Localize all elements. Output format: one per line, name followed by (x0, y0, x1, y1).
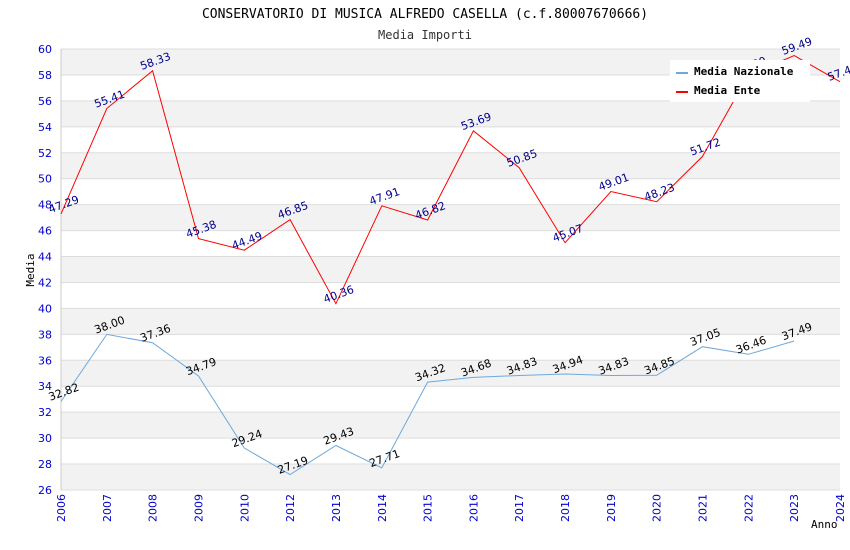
y-tick-label: 30 (38, 432, 52, 445)
series-line-media-ente (60, 55, 841, 305)
y-tick-label: 46 (38, 225, 52, 238)
grid-band (61, 100, 840, 127)
x-tick-label: 2019 (605, 494, 618, 522)
y-tick-label: 34 (38, 380, 52, 393)
x-tick-label: 2024 (834, 494, 847, 522)
chart-subtitle: Media Importi (378, 28, 472, 42)
grid-band (61, 412, 840, 439)
y-tick-label: 28 (38, 458, 52, 471)
y-tick-label: 52 (38, 147, 52, 160)
y-tick-label: 58 (38, 69, 52, 82)
x-tick-label: 2017 (513, 494, 526, 522)
series-lines (60, 55, 841, 476)
y-tick-label: 60 (38, 43, 52, 56)
y-tick-label: 26 (38, 484, 52, 497)
x-tick-label: 2023 (788, 494, 801, 522)
grid-band (61, 464, 840, 490)
y-axis-ticks: 26 28 30 32 34 36 38 40 42 44 46 48 50 52 54 56 58 60 (38, 43, 52, 497)
x-tick-label: 2012 (284, 494, 297, 522)
series-line-media-nazionale (60, 333, 795, 476)
y-tick-label: 44 (38, 251, 52, 264)
x-tick-label: 2008 (147, 494, 160, 522)
x-tick-label: 2016 (467, 494, 480, 522)
x-axis-label: Anno (811, 518, 838, 531)
x-tick-label: 2021 (697, 494, 710, 522)
x-tick-label: 2020 (651, 494, 664, 522)
y-tick-label: 42 (38, 276, 52, 289)
x-tick-label: 2010 (238, 494, 251, 522)
y-tick-label: 36 (38, 354, 52, 367)
y-tick-label: 40 (38, 302, 52, 315)
y-tick-label: 32 (38, 406, 52, 419)
legend-box (670, 60, 810, 102)
x-tick-label: 2007 (101, 494, 114, 522)
grid-band (61, 360, 840, 387)
chart-title: CONSERVATORIO DI MUSICA ALFREDO CASELLA … (202, 7, 648, 22)
x-tick-label: 2013 (330, 494, 343, 522)
grid-band (61, 204, 840, 231)
y-tick-label: 54 (38, 121, 52, 134)
data-label-media-ente: 48.23 (642, 181, 676, 204)
x-tick-label: 2018 (559, 494, 572, 522)
grid-band (61, 256, 840, 283)
x-tick-label: 2015 (422, 494, 435, 522)
x-tick-label: 2009 (192, 494, 205, 522)
x-tick-label: 2022 (742, 494, 755, 522)
legend-label-media-ente: Media Ente (694, 84, 761, 97)
x-axis-ticks: 2006 2007 2008 2009 2010 2012 2013 2014 2015 2016… (55, 494, 847, 522)
x-tick-label: 2006 (55, 494, 68, 522)
y-tick-label: 48 (38, 199, 52, 212)
y-axis-label: Media (24, 253, 37, 286)
legend: Media Nazionale Media Ente (670, 60, 810, 102)
x-tick-label: 2014 (376, 494, 389, 522)
y-tick-label: 50 (38, 173, 52, 186)
y-tick-label: 56 (38, 95, 52, 108)
legend-label-media-nazionale: Media Nazionale (694, 65, 794, 78)
y-tick-label: 38 (38, 328, 52, 341)
grid-bands (61, 49, 840, 490)
grid-band (61, 308, 840, 335)
